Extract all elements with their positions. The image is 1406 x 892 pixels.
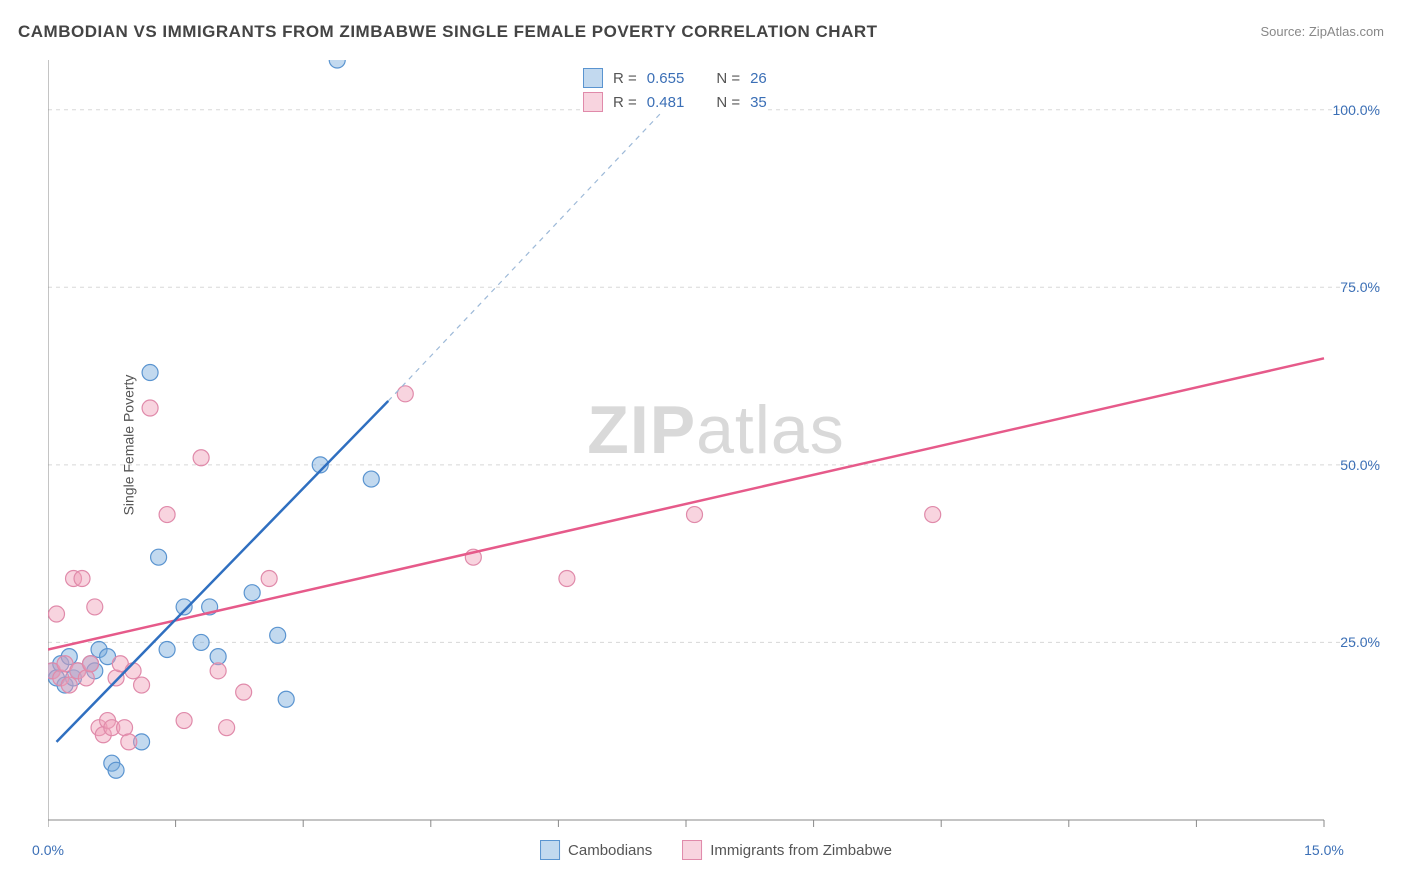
swatch-blue — [540, 840, 560, 860]
data-point — [278, 691, 294, 707]
data-point — [61, 677, 77, 693]
data-point — [687, 507, 703, 523]
corr-n-blue: 26 — [750, 70, 767, 87]
x-tick-label: 0.0% — [32, 842, 64, 858]
corr-r-label: R = — [613, 94, 637, 111]
scatter-plot-svg — [48, 60, 1384, 830]
y-tick-label: 50.0% — [1340, 457, 1380, 473]
data-point — [261, 571, 277, 587]
y-tick-label: 75.0% — [1340, 279, 1380, 295]
data-point — [121, 734, 137, 750]
data-point — [210, 663, 226, 679]
data-point — [159, 507, 175, 523]
trendline-blue — [57, 401, 389, 742]
x-tick-label: 15.0% — [1304, 842, 1344, 858]
chart-area: Single Female Poverty ZIPatlas R = 0.655… — [48, 60, 1384, 830]
data-point — [83, 656, 99, 672]
legend-item-pink: Immigrants from Zimbabwe — [682, 840, 892, 860]
data-point — [193, 450, 209, 466]
y-tick-label: 25.0% — [1340, 634, 1380, 650]
data-point — [134, 677, 150, 693]
chart-title: CAMBODIAN VS IMMIGRANTS FROM ZIMBABWE SI… — [18, 22, 878, 42]
trendline-pink — [48, 358, 1324, 649]
data-point — [78, 670, 94, 686]
corr-r-pink: 0.481 — [647, 94, 685, 111]
data-point — [125, 663, 141, 679]
source-attribution: Source: ZipAtlas.com — [1260, 24, 1384, 39]
data-point — [193, 634, 209, 650]
correlation-legend: R = 0.655 N = 26 R = 0.481 N = 35 — [583, 68, 767, 112]
data-point — [210, 649, 226, 665]
swatch-pink — [583, 92, 603, 112]
legend-label-blue: Cambodians — [568, 842, 652, 859]
data-point — [244, 585, 260, 601]
corr-row-pink: R = 0.481 N = 35 — [583, 92, 767, 112]
legend-label-pink: Immigrants from Zimbabwe — [710, 842, 892, 859]
corr-n-pink: 35 — [750, 94, 767, 111]
series-legend: Cambodians Immigrants from Zimbabwe — [540, 840, 892, 860]
data-point — [270, 627, 286, 643]
data-point — [108, 670, 124, 686]
data-point — [559, 571, 575, 587]
swatch-pink — [682, 840, 702, 860]
legend-item-blue: Cambodians — [540, 840, 652, 860]
data-point — [74, 571, 90, 587]
y-tick-label: 100.0% — [1333, 102, 1380, 118]
data-point — [925, 507, 941, 523]
data-point — [49, 606, 65, 622]
data-point — [87, 599, 103, 615]
corr-r-blue: 0.655 — [647, 70, 685, 87]
data-point — [176, 713, 192, 729]
data-point — [142, 365, 158, 381]
corr-r-label: R = — [613, 70, 637, 87]
data-point — [363, 471, 379, 487]
data-point — [108, 762, 124, 778]
corr-row-blue: R = 0.655 N = 26 — [583, 68, 767, 88]
data-point — [236, 684, 252, 700]
data-point — [329, 60, 345, 68]
trendline-blue-extrapolated — [388, 96, 677, 401]
data-point — [117, 720, 133, 736]
data-point — [142, 400, 158, 416]
data-point — [219, 720, 235, 736]
corr-n-label: N = — [716, 94, 740, 111]
y-axis-label: Single Female Poverty — [120, 375, 136, 516]
data-point — [151, 549, 167, 565]
data-point — [159, 642, 175, 658]
corr-n-label: N = — [716, 70, 740, 87]
swatch-blue — [583, 68, 603, 88]
data-point — [397, 386, 413, 402]
